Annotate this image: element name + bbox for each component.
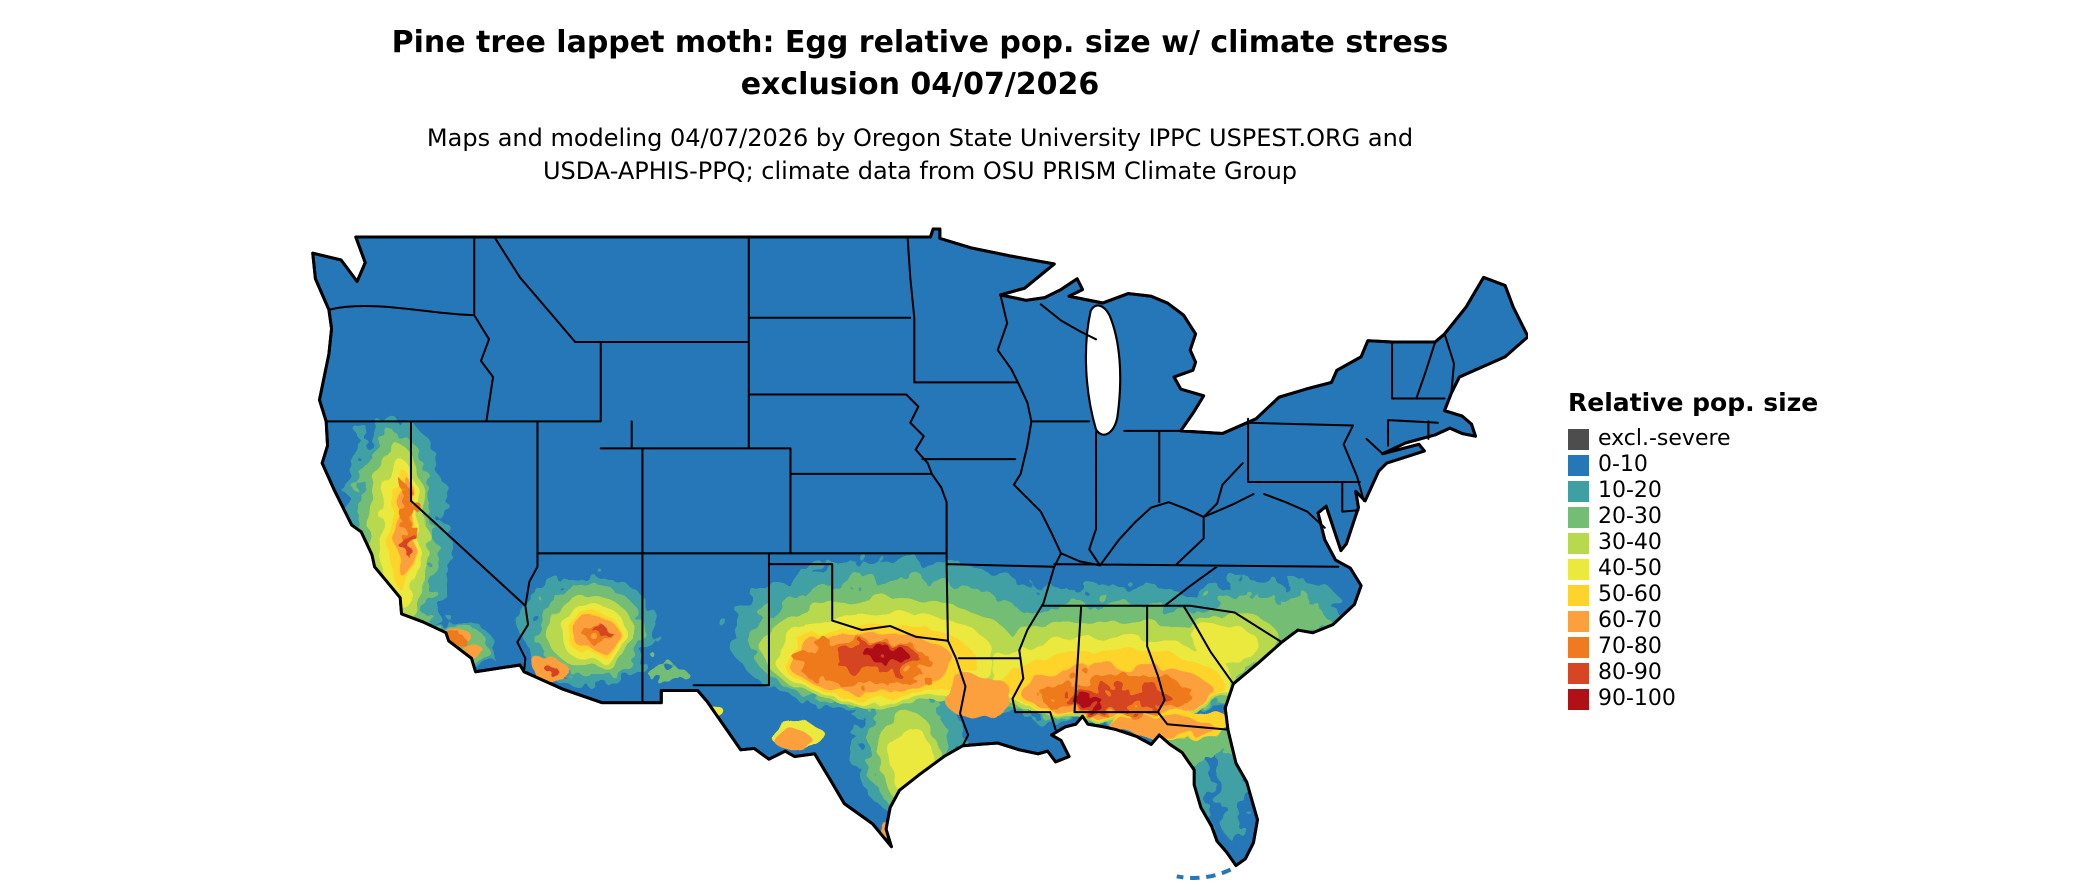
- legend-item: 40-50: [1568, 556, 1818, 582]
- us-outline: [311, 227, 1528, 868]
- legend-swatch: [1568, 454, 1589, 476]
- legend-item: 30-40: [1568, 530, 1818, 556]
- state-borders: [325, 236, 1455, 747]
- legend-item: excl.-severe: [1568, 426, 1818, 452]
- raster-overlay: [340, 414, 1343, 850]
- legend-item: 90-100: [1568, 686, 1818, 712]
- page-subtitle-line2: USDA-APHIS-PPQ; climate data from OSU PR…: [542, 157, 1298, 185]
- legend-swatch: [1568, 584, 1589, 606]
- legend-item: 80-90: [1568, 660, 1818, 686]
- legend-label: 80-90: [1598, 660, 1662, 685]
- legend-label: 20-30: [1598, 504, 1662, 529]
- legend-title: Relative pop. size: [1568, 388, 1819, 417]
- legend-label: 70-80: [1598, 634, 1662, 659]
- legend-item: 0-10: [1568, 452, 1818, 478]
- legend-item: 10-20: [1568, 478, 1818, 504]
- legend-label: 10-20: [1598, 478, 1662, 503]
- legend-label: 60-70: [1598, 608, 1662, 633]
- legend-label: 40-50: [1598, 556, 1662, 581]
- legend-swatch: [1568, 610, 1589, 632]
- legend-swatch: [1568, 662, 1589, 684]
- legend-label: excl.-severe: [1598, 426, 1731, 451]
- legend-swatch: [1568, 532, 1589, 554]
- page-title-line2: exclusion 04/07/2026: [740, 67, 1100, 102]
- legend-swatch: [1568, 558, 1589, 580]
- legend-swatch: [1568, 428, 1589, 450]
- legend-label: 50-60: [1598, 582, 1662, 607]
- legend-items: excl.-severe 0-10 10-20 20-30 30-40 40-5…: [1568, 426, 1818, 712]
- legend-item: 60-70: [1568, 608, 1818, 634]
- band-90-100: [865, 647, 1103, 707]
- legend-label: 90-100: [1598, 686, 1676, 711]
- legend-label: 0-10: [1598, 452, 1648, 477]
- florida-keys: [1176, 867, 1232, 880]
- legend-item: 50-60: [1568, 582, 1818, 608]
- page-title: Pine tree lappet moth: Egg relative pop.…: [0, 22, 1840, 106]
- page-subtitle-line1: Maps and modeling 04/07/2026 by Oregon S…: [426, 124, 1414, 152]
- page-subtitle: Maps and modeling 04/07/2026 by Oregon S…: [0, 122, 1840, 188]
- legend-item: 20-30: [1568, 504, 1818, 530]
- legend-swatch: [1568, 636, 1589, 658]
- us-choropleth-map: [306, 226, 1528, 886]
- legend-item: 70-80: [1568, 634, 1818, 660]
- title-block: Pine tree lappet moth: Egg relative pop.…: [0, 22, 1840, 188]
- legend-swatch: [1568, 688, 1589, 710]
- legend-swatch: [1568, 480, 1589, 502]
- us-map-svg: [311, 227, 1528, 880]
- page-title-line1: Pine tree lappet moth: Egg relative pop.…: [391, 25, 1449, 60]
- legend-swatch: [1568, 506, 1589, 528]
- legend: Relative pop. size excl.-severe 0-10 10-…: [1568, 388, 1818, 712]
- legend-label: 30-40: [1598, 530, 1662, 555]
